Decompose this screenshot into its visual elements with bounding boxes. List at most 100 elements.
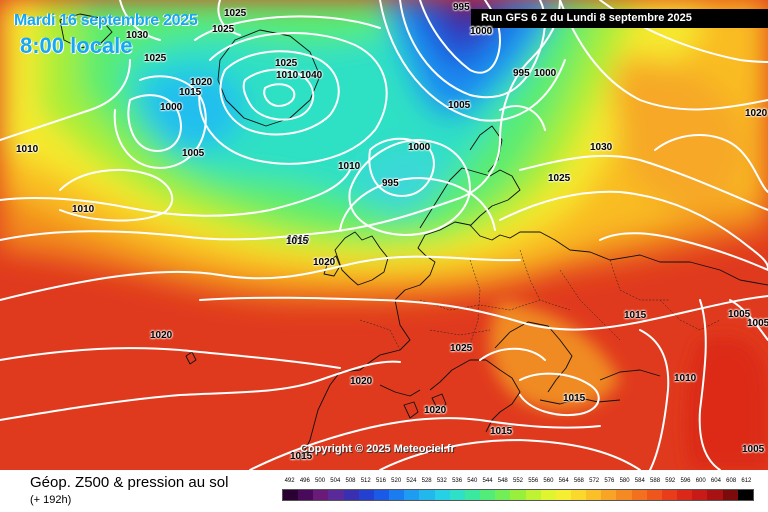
isobar-label: 1010 — [16, 144, 39, 155]
legend-swatch — [389, 490, 405, 500]
legend-swatch — [298, 490, 314, 500]
isobar-label: 1020 — [313, 257, 336, 268]
legend-swatch — [480, 490, 496, 500]
legend-swatch — [570, 490, 587, 500]
legend-label: 560 — [543, 478, 554, 484]
isobar-label: 1015 — [287, 234, 310, 245]
legend-label: 584 — [634, 478, 645, 484]
map-footer: Géop. Z500 & pression au sol (+ 192h) 49… — [0, 470, 768, 512]
isobar-label: 1025 — [144, 53, 167, 64]
isobars — [0, 0, 768, 470]
isobar-label: 1015 — [624, 310, 647, 321]
legend-label: 556 — [528, 478, 539, 484]
isobar-label: 1025 — [275, 58, 298, 69]
color-legend — [282, 489, 754, 501]
isobar-label: 1015 — [179, 87, 202, 98]
legend-swatch — [328, 490, 344, 500]
isobar-label: 1000 — [534, 68, 557, 79]
legend-swatch — [525, 490, 541, 500]
legend-swatch — [646, 490, 662, 500]
legend-swatch — [737, 490, 753, 500]
legend-swatch — [283, 490, 299, 500]
legend-label: 536 — [452, 478, 463, 484]
isobar-label: 1000 — [470, 26, 493, 37]
legend-label: 500 — [315, 478, 326, 484]
legend-swatch — [540, 490, 556, 500]
legend-swatch — [616, 490, 632, 500]
isobar-label: 995 — [453, 2, 470, 13]
legend-label: 520 — [391, 478, 402, 484]
legend-label: 572 — [589, 478, 600, 484]
weather-map: Mardi 16 septembre 2025 8:00 locale Run … — [0, 0, 768, 470]
legend-swatch — [677, 490, 693, 500]
isobar-label: 1015 — [286, 236, 309, 247]
isobar-label: 1005 — [448, 100, 471, 111]
isobar-label: 995 — [382, 178, 399, 189]
legend-label: 608 — [726, 478, 737, 484]
legend-swatch — [313, 490, 329, 500]
legend-swatch — [343, 490, 359, 500]
legend-label: 528 — [421, 478, 432, 484]
valid-date: Mardi 16 septembre 2025 — [14, 12, 198, 29]
legend-label: 544 — [482, 478, 493, 484]
legend-labels: 492 496 500 504 508 512 516 520 524 528 532 536 540 5… — [282, 478, 754, 488]
isobar-label: 1010 — [72, 204, 95, 215]
legend-swatch — [601, 490, 617, 500]
legend-swatch — [464, 490, 481, 500]
legend-label: 508 — [345, 478, 356, 484]
legend-label: 612 — [741, 478, 752, 484]
legend-label: 568 — [573, 478, 584, 484]
legend-label: 532 — [436, 478, 447, 484]
isobar-label: 1030 — [590, 142, 613, 153]
isobar-label: 1000 — [408, 142, 431, 153]
chart-title: Géop. Z500 & pression au sol — [30, 474, 229, 491]
legend-swatch — [661, 490, 678, 500]
legend-label: 548 — [497, 478, 508, 484]
legend-label: 492 — [284, 478, 295, 484]
borders — [359, 249, 721, 351]
legend-label: 540 — [467, 478, 478, 484]
isobar-label: 1010 — [674, 373, 697, 384]
copyright-notice: Copyright © 2025 Meteociel.fr — [300, 443, 455, 455]
isobar-label: 1005 — [470, 26, 493, 37]
legend-swatch — [434, 490, 450, 500]
isobar-label: 1020 — [190, 77, 213, 88]
legend-label: 524 — [406, 478, 417, 484]
legend-swatch — [555, 490, 571, 500]
legend-label: 552 — [512, 478, 523, 484]
isobar-label: 995 — [513, 68, 530, 79]
legend-swatch — [707, 490, 723, 500]
legend-swatch — [373, 490, 390, 500]
isobar-label: 1025 — [548, 173, 571, 184]
valid-time: 8:00 locale — [20, 33, 133, 58]
isobar-label: 1005 — [728, 309, 751, 320]
legend-swatch — [631, 490, 647, 500]
legend-label: 576 — [604, 478, 615, 484]
legend-swatch — [586, 490, 602, 500]
legend-label: 516 — [375, 478, 386, 484]
isobar-label: 1015 — [490, 426, 513, 437]
legend-label: 592 — [665, 478, 676, 484]
run-info: Run GFS 6 Z du Lundi 8 septembre 2025 — [471, 9, 768, 28]
isobar-label: 1020 — [424, 405, 447, 416]
legend-label: 596 — [680, 478, 691, 484]
legend-swatch — [358, 490, 374, 500]
isobar-label: 1020 — [350, 376, 373, 387]
isobar-label: 1025 — [224, 8, 247, 19]
isobar-label: 1025 — [212, 24, 235, 35]
isobar-label: 1005 — [747, 318, 768, 329]
forecast-hour: (+ 192h) — [30, 494, 72, 506]
legend-swatch — [692, 490, 708, 500]
isobar-label: 1015 — [290, 451, 313, 462]
legend-swatch — [495, 490, 511, 500]
legend-swatch — [510, 490, 526, 500]
legend-label: 564 — [558, 478, 569, 484]
legend-label: 604 — [710, 478, 721, 484]
isobar-label: 1005 — [182, 148, 205, 159]
legend-swatch — [404, 490, 420, 500]
isobar-label: 1040 — [300, 70, 323, 81]
legend-label: 496 — [299, 478, 310, 484]
legend-label: 512 — [360, 478, 371, 484]
isobar-label: 1005 — [742, 444, 765, 455]
legend-swatch — [449, 490, 465, 500]
